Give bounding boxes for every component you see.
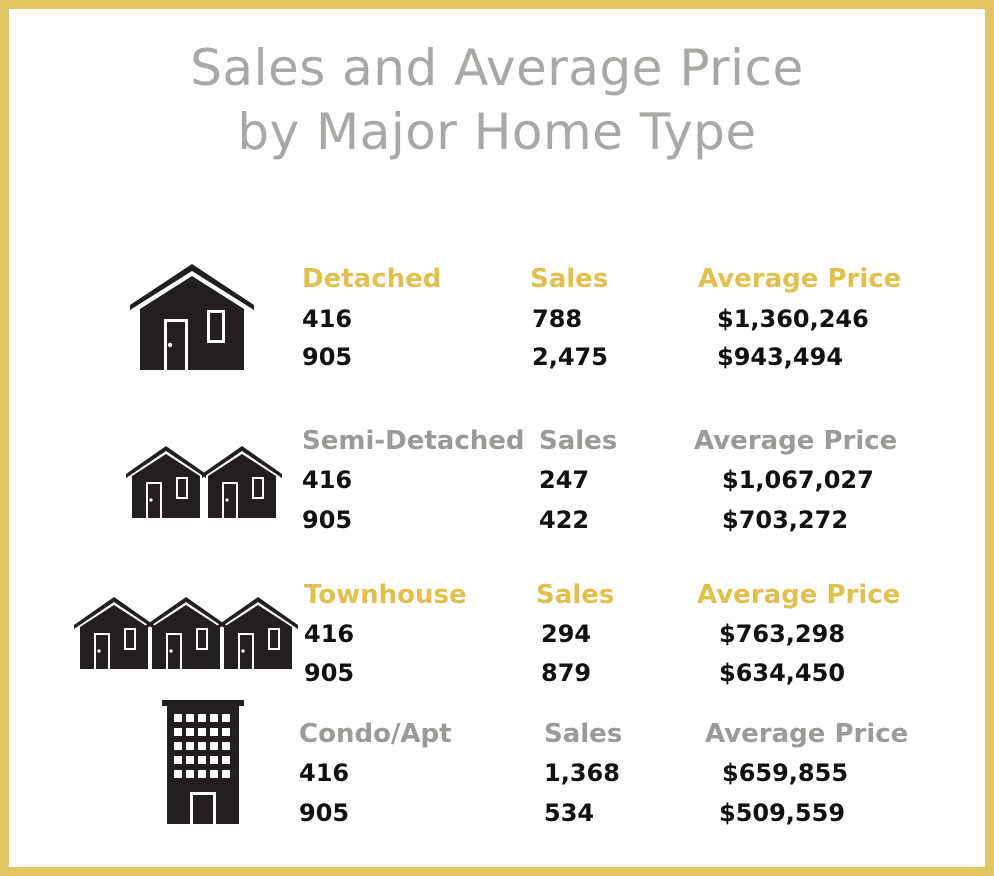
detached-sales-label: Sales [530,264,609,294]
townhouse-416-area: 416 [304,620,355,648]
semi-detached-905-price: $703,272 [722,506,849,534]
semi-detached-905-area: 905 [302,506,353,534]
detached-905-sales: 2,475 [532,343,608,371]
detached-416-price: $1,360,246 [717,305,869,333]
condo-416-area: 416 [299,759,350,787]
townhouse-416-price: $763,298 [719,620,846,648]
townhouse-type-label: Townhouse [304,580,467,610]
semi-detached-905-sales: 422 [539,506,590,534]
condo-905-area: 905 [299,799,350,827]
detached-416-sales: 788 [532,305,583,333]
condo-price-label: Average Price [705,719,909,749]
townhouse-905-price: $634,450 [719,659,846,687]
condo-type-label: Condo/Apt [299,719,452,749]
townhouse-905-area: 905 [304,659,355,687]
condo-416-sales: 1,368 [544,759,620,787]
detached-416-area: 416 [302,305,353,333]
townhouse-416-sales: 294 [541,620,592,648]
condo-sales-label: Sales [544,719,623,749]
townhouse-sales-label: Sales [536,580,615,610]
townhouse-905-sales: 879 [541,659,592,687]
title-line-1: Sales and Average Price [190,39,804,97]
page-title: Sales and Average Price by Major Home Ty… [0,36,994,164]
detached-905-area: 905 [302,343,353,371]
detached-905-price: $943,494 [717,343,844,371]
semi-detached-sales-label: Sales [539,426,618,456]
title-line-2: by Major Home Type [237,103,757,161]
condo-905-sales: 534 [544,799,595,827]
semi-detached-416-area: 416 [302,466,353,494]
semi-detached-type-label: Semi-Detached [302,426,525,456]
condo-building-icon [162,700,244,824]
condo-416-price: $659,855 [722,759,849,787]
semi-detached-416-sales: 247 [539,466,590,494]
detached-type-label: Detached [302,264,442,294]
townhouses-icon [74,597,298,669]
semi-detached-416-price: $1,067,027 [722,466,874,494]
condo-905-price: $509,559 [719,799,846,827]
semi-detached-price-label: Average Price [694,426,898,456]
townhouse-price-label: Average Price [697,580,901,610]
house-icon [130,264,254,370]
detached-price-label: Average Price [698,264,902,294]
semi-detached-houses-icon [126,446,282,518]
